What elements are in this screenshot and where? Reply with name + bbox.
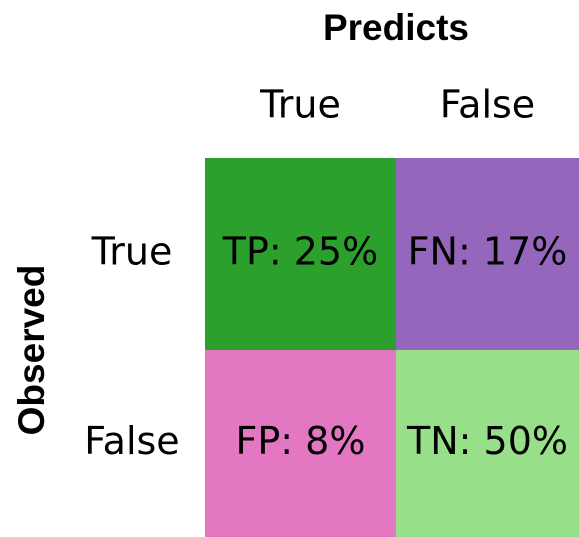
cell-text: TN: 50% xyxy=(406,419,568,463)
y-title: Observed xyxy=(11,265,52,436)
cell-text: FN: 17% xyxy=(408,230,568,274)
row-label: True xyxy=(91,230,173,274)
cell xyxy=(396,350,579,537)
cell-text: FP: 8% xyxy=(236,419,366,463)
column-label: True xyxy=(259,83,341,127)
column-label: False xyxy=(440,83,535,127)
cell xyxy=(205,158,396,350)
cell xyxy=(205,350,396,537)
x-title: Predicts xyxy=(323,7,469,48)
cell xyxy=(396,158,579,350)
cell-text: TP: 25% xyxy=(222,230,378,274)
row-label: False xyxy=(84,419,179,463)
